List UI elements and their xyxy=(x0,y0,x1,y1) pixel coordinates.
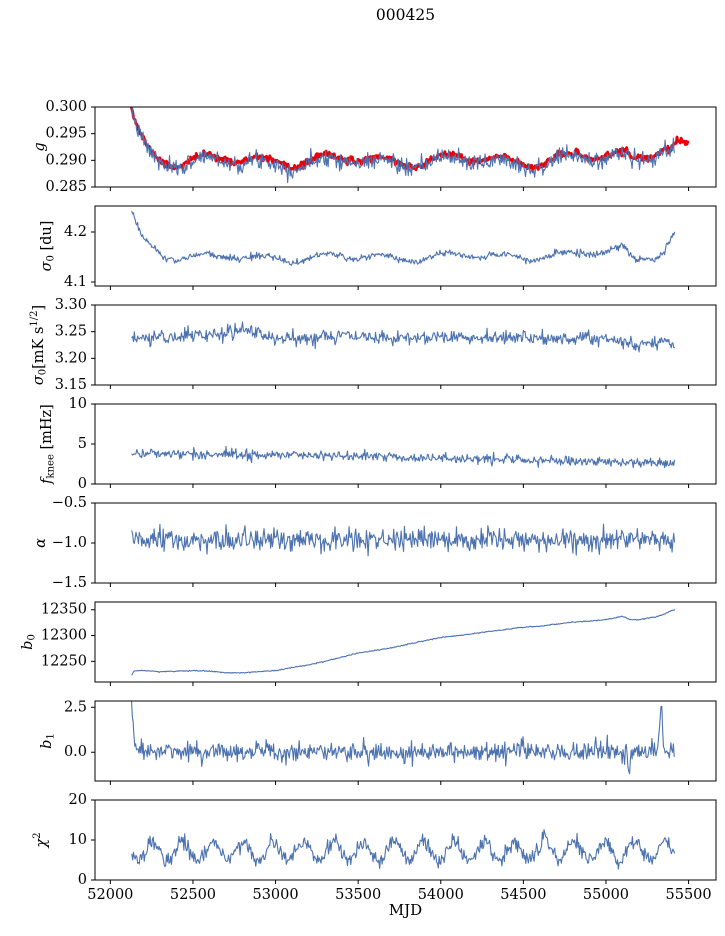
y-axis-label-fknee: fknee [mHz] xyxy=(39,404,56,485)
y-tick-label: 4.2 xyxy=(64,224,87,240)
y-tick-label: 0.295 xyxy=(45,126,87,142)
axes-border-g xyxy=(94,106,717,188)
b1-line xyxy=(130,701,675,775)
y-tick-label: 0.290 xyxy=(45,152,87,168)
y-axis-label-b0: b0 xyxy=(20,634,37,650)
y-tick-label: 3.15 xyxy=(55,377,87,393)
alpha-line xyxy=(131,523,676,557)
y-tick-label: 0.0 xyxy=(64,744,87,760)
y-tick-label: 12350 xyxy=(41,602,87,618)
y-tick-label: 3.30 xyxy=(55,297,87,313)
y-axis-label-b1: b1 xyxy=(39,733,56,749)
panel-alpha: −0.5 −1.0 −1.5 α xyxy=(33,495,717,591)
axes-border-b1 xyxy=(94,700,717,782)
y-tick-label: 5 xyxy=(78,436,87,452)
y-tick-label: 2.5 xyxy=(64,699,87,715)
y-tick-label: 0 xyxy=(78,872,87,888)
y-tick-label: 10 xyxy=(69,396,87,412)
y-axis-label-sigma0-du: σ0 [du] xyxy=(39,221,56,272)
y-tick-label: 0.300 xyxy=(45,99,87,115)
fknee-line xyxy=(131,445,676,469)
panel-g: 0.285 0.290 0.295 0.300 g xyxy=(32,99,717,195)
x-tick-label: 53500 xyxy=(335,887,381,903)
b0-line xyxy=(131,609,676,676)
y-tick-label: 20 xyxy=(69,792,87,808)
axes-border-sigma0-mks xyxy=(94,304,717,386)
x-tick-label: 52500 xyxy=(170,887,216,903)
panel-sigma0-du: 4.1 4.2 σ0 [du] xyxy=(39,205,717,290)
y-tick-label: 4.1 xyxy=(64,274,87,290)
chi2-line xyxy=(131,829,676,870)
x-tick-label: 55000 xyxy=(583,887,629,903)
y-tick-label: 3.20 xyxy=(55,350,87,366)
y-tick-label: 12300 xyxy=(41,628,87,644)
y-tick-label: 12250 xyxy=(41,653,87,669)
panel-b1: 0.0 2.5 b1 xyxy=(39,699,717,785)
y-tick-label: 10 xyxy=(69,832,87,848)
y-tick-label: −1.0 xyxy=(52,535,87,551)
panel-fknee: 0 5 10 fknee [mHz] xyxy=(39,396,717,492)
x-tick-label: 52000 xyxy=(87,887,133,903)
x-tick-label: 54000 xyxy=(418,887,464,903)
g-blue-line xyxy=(131,107,675,184)
y-axis-label-alpha: α xyxy=(33,538,49,548)
x-tick-label: 55500 xyxy=(666,887,712,903)
panel-chi2: 0 10 20 52000 52500 53000 53500 54000 54500 55000… xyxy=(32,792,717,903)
y-tick-label: 0.285 xyxy=(45,179,87,195)
sigma0-du-line xyxy=(131,210,676,266)
y-tick-label: 0 xyxy=(78,476,87,492)
axes-border-sigma0-du xyxy=(94,205,717,287)
axes-border-b0 xyxy=(94,601,717,683)
axes-border-fknee xyxy=(94,403,717,485)
sigma0-mks-line xyxy=(131,321,676,353)
y-tick-label: −0.5 xyxy=(52,495,87,511)
y-axis-label-sigma0-mks: σ0[mK s1/2] xyxy=(29,305,49,385)
x-axis-label: MJD xyxy=(388,901,423,919)
y-tick-label: −1.5 xyxy=(52,575,87,591)
y-axis-label-chi2: χ2 xyxy=(32,832,51,848)
figure-title: 000425 xyxy=(375,6,436,24)
y-tick-label: 3.25 xyxy=(55,324,87,340)
x-tick-label: 53000 xyxy=(252,887,298,903)
panel-sigma0-mks: 3.15 3.20 3.25 3.30 σ0[mK s1/2] xyxy=(29,297,717,393)
x-tick-label: 54500 xyxy=(500,887,546,903)
y-axis-label-g: g xyxy=(32,142,48,151)
